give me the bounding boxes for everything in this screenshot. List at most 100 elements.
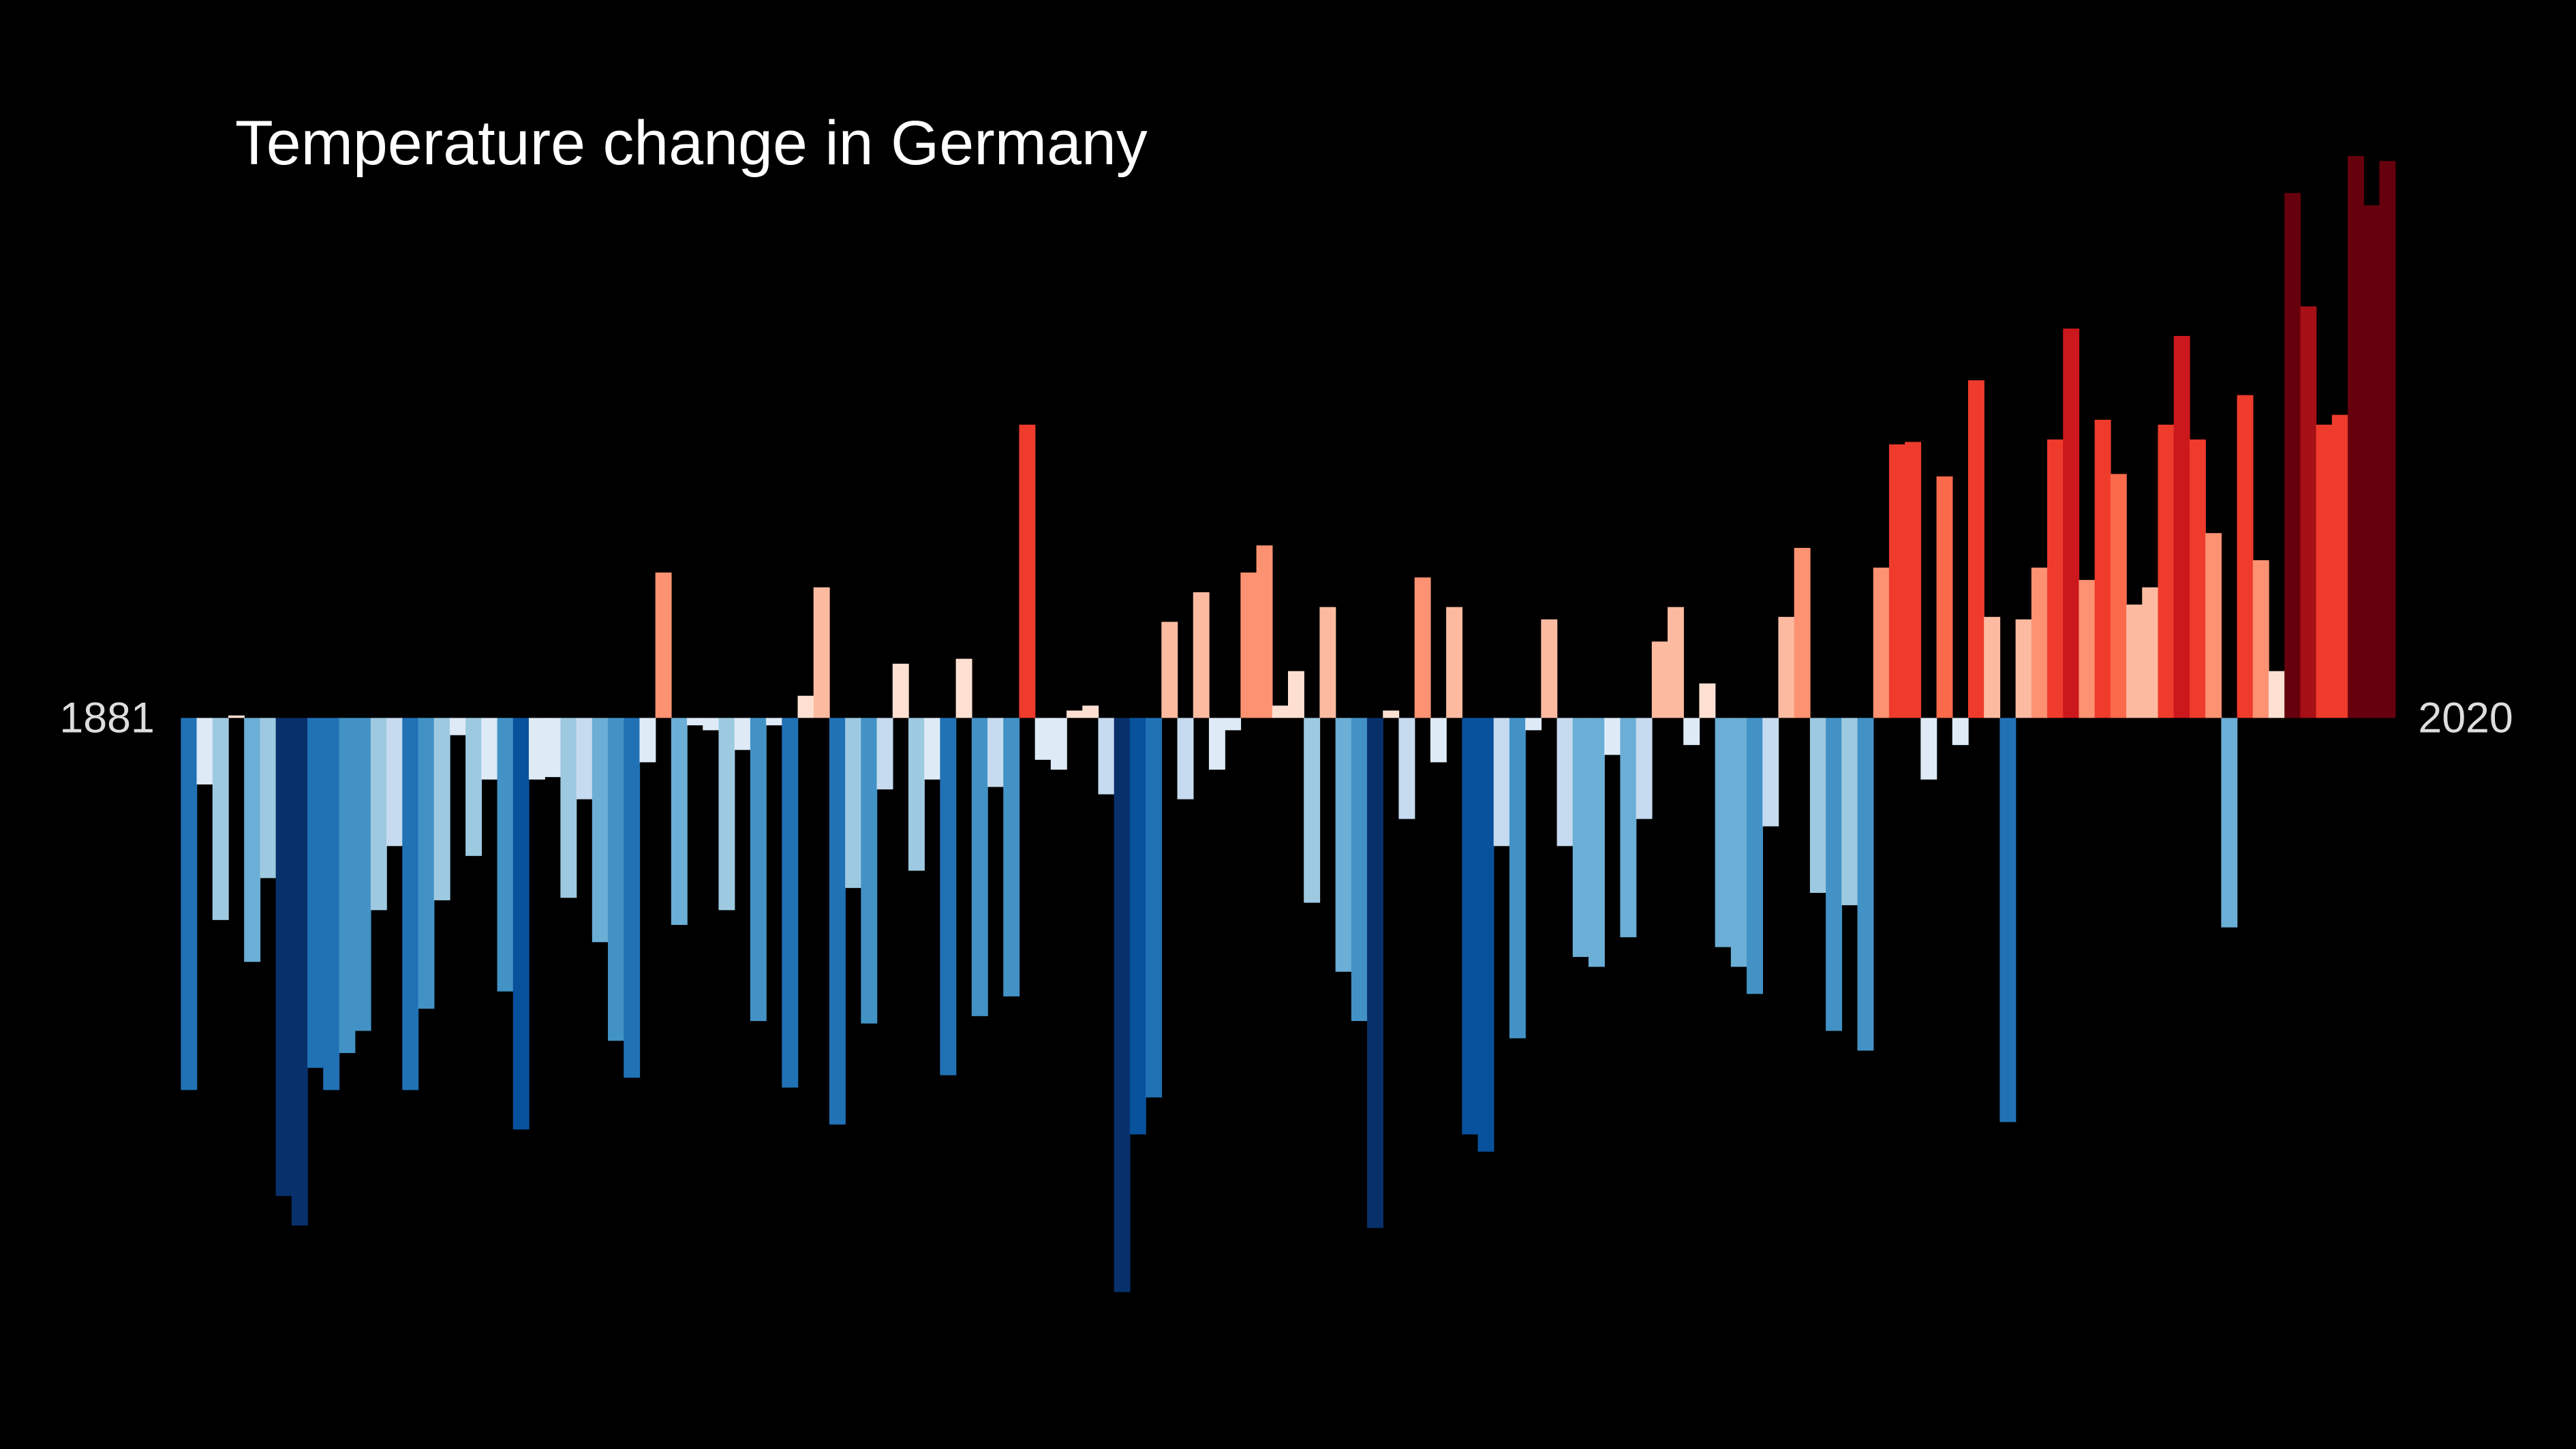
bar (354, 718, 371, 1031)
bar (2379, 161, 2396, 718)
bar (386, 718, 403, 846)
bar (481, 718, 498, 780)
bar (655, 573, 672, 718)
bar (1003, 718, 1020, 996)
bar (1541, 619, 1558, 718)
bar (940, 718, 957, 1076)
bar (2268, 671, 2285, 718)
bar (955, 658, 972, 718)
bar (2173, 335, 2190, 718)
bar (1572, 718, 1589, 958)
bar (1826, 718, 1843, 1031)
bar (671, 718, 688, 926)
bar (1888, 444, 1905, 718)
bar (370, 718, 387, 911)
bar (1098, 718, 1115, 795)
bar (1920, 718, 1937, 780)
bar (608, 718, 624, 1041)
bar (181, 718, 198, 1090)
bar (1129, 718, 1146, 1135)
bar (275, 718, 292, 1196)
bar (1208, 718, 1225, 770)
year-label: 2020 (2418, 695, 2513, 742)
bar (196, 718, 213, 784)
bar (1809, 718, 1826, 894)
bar (1999, 718, 2017, 1123)
bar (1588, 718, 1605, 967)
bar (892, 663, 909, 718)
bar (1319, 607, 1336, 718)
bar (1034, 718, 1052, 760)
bar (2110, 474, 2127, 718)
bar (2363, 205, 2380, 718)
bar (1984, 617, 2001, 718)
bar (1857, 718, 1874, 1051)
bar (1272, 705, 1289, 718)
bar (2063, 329, 2080, 718)
bar (1967, 380, 1984, 718)
bar (1019, 425, 1036, 718)
bar (687, 718, 703, 726)
bar (2221, 718, 2238, 928)
bar (1146, 718, 1163, 1098)
bar (291, 718, 308, 1226)
bar (734, 718, 751, 750)
bar (212, 718, 229, 920)
bar (2126, 605, 2143, 718)
bar (307, 718, 324, 1068)
bar (1509, 718, 1526, 1039)
bar (829, 718, 846, 1125)
bar (1477, 718, 1494, 1152)
bar (592, 718, 609, 943)
bar (244, 718, 261, 962)
bar (876, 718, 893, 790)
bar (2284, 193, 2301, 718)
bar (433, 718, 450, 900)
bar (560, 718, 577, 898)
bar (1747, 718, 1763, 994)
bar (2158, 425, 2175, 718)
bar (1715, 718, 1732, 947)
bar (1936, 476, 1953, 718)
bar (782, 718, 799, 1088)
bar (528, 718, 545, 780)
bar (1873, 567, 1890, 718)
bar (402, 718, 419, 1090)
bar (1636, 718, 1653, 819)
bar (512, 718, 530, 1130)
bar (1335, 718, 1352, 972)
bar (1398, 718, 1415, 819)
bar (1778, 617, 1795, 718)
bar (2189, 439, 2206, 718)
bar (1161, 622, 1178, 718)
bar (1525, 718, 1542, 731)
bar (2331, 414, 2348, 718)
bar (465, 718, 482, 856)
bar (1683, 718, 1700, 746)
bar (576, 718, 593, 799)
bar (1668, 607, 1684, 718)
bar (1414, 577, 1431, 718)
bar (2079, 579, 2096, 718)
bar (813, 587, 830, 718)
bar (1493, 718, 1510, 846)
bar (987, 718, 1004, 787)
bar (1367, 718, 1383, 1228)
bar (1304, 718, 1321, 903)
bar (861, 718, 878, 1024)
bar (2316, 425, 2333, 718)
bar (1794, 547, 1811, 718)
bar (2205, 533, 2222, 718)
bar (418, 718, 435, 1009)
bar (1067, 710, 1084, 718)
bar (1114, 718, 1131, 1292)
bar (1383, 710, 1400, 718)
bar (797, 695, 814, 718)
bar (639, 718, 656, 763)
bar (1082, 705, 1099, 718)
bar (1557, 718, 1574, 846)
bar (2252, 560, 2269, 718)
bar (766, 718, 783, 726)
bar (1730, 718, 1747, 967)
bar (1430, 718, 1447, 763)
